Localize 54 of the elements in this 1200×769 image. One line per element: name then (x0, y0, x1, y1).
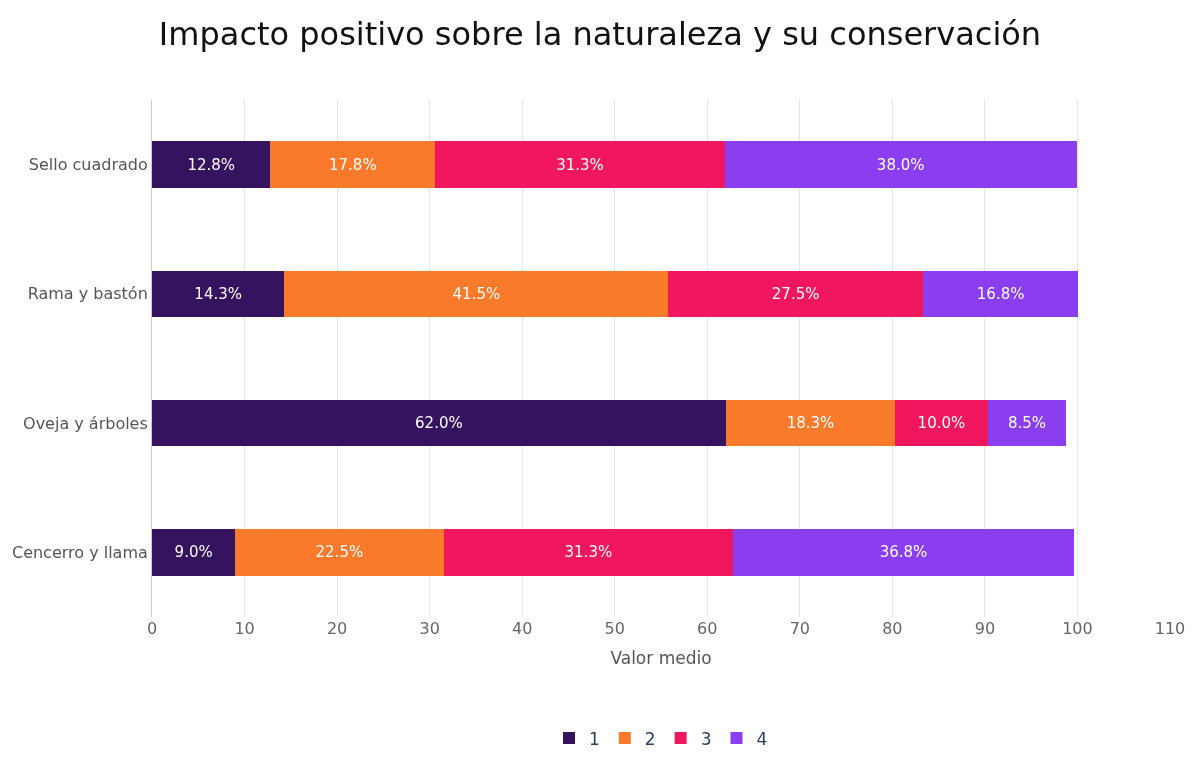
bar (284, 270, 669, 318)
y-tick-label: Sello cuadrado (28, 155, 148, 175)
x-tick-label: 100 (1062, 619, 1093, 638)
chart-title: Impacto positivo sobre la naturaleza y su conservación (158, 15, 1042, 54)
data-label: 18.3% (786, 414, 835, 433)
data-label: 36.8% (879, 543, 928, 562)
bar (895, 399, 988, 447)
x-tick-label: 80 (882, 619, 903, 638)
data-label: 41.5% (452, 284, 501, 303)
y-tick-label: Cencerro y llama (11, 542, 148, 562)
data-label: 14.3% (194, 284, 242, 303)
legend-label: 1 (589, 728, 600, 749)
data-label: 12.8% (187, 155, 236, 174)
bar (152, 529, 236, 576)
legend-label: 3 (700, 728, 712, 749)
x-tick-label: 90 (974, 619, 996, 638)
bar (733, 529, 1074, 576)
bar (725, 399, 896, 447)
bar (270, 141, 436, 188)
bar (668, 270, 923, 318)
bar (152, 270, 285, 318)
data-label: 27.5% (771, 284, 820, 303)
legend-label: 2 (644, 728, 656, 749)
data-label: 38.0% (876, 155, 925, 174)
data-label: 16.8% (976, 284, 1025, 303)
bar (443, 529, 734, 576)
data-label: 9.0% (174, 543, 213, 562)
x-tick-label: 40 (512, 619, 533, 638)
x-tick-label: 0 (146, 619, 158, 638)
x-tick-label: 60 (697, 619, 718, 638)
x-tick-label: 110 (1154, 619, 1186, 638)
data-label: 22.5% (315, 543, 364, 562)
x-tick-label: 70 (789, 619, 810, 638)
bar (922, 270, 1079, 318)
bar (435, 141, 725, 188)
data-label: 17.8% (329, 155, 377, 174)
bar (152, 141, 271, 188)
y-tick-label: Oveja y árboles (23, 413, 148, 433)
data-label: 8.5% (1007, 414, 1047, 433)
x-tick-label: 50 (604, 619, 625, 638)
data-label: 31.3% (556, 155, 604, 174)
data-label: 10.0% (917, 414, 966, 433)
bar (724, 141, 1077, 188)
x-axis-title: Valor medio (610, 648, 712, 669)
y-tick-label: Rama y bastón (27, 284, 148, 304)
bar (152, 399, 726, 447)
x-tick-label: 10 (234, 619, 255, 638)
x-tick-label: 20 (326, 619, 348, 638)
legend-label: 4 (756, 728, 768, 749)
bar (235, 529, 444, 576)
x-tick-label: 30 (419, 619, 440, 638)
bar (987, 399, 1067, 447)
data-label: 31.3% (564, 543, 613, 562)
data-label: 62.0% (415, 414, 463, 433)
